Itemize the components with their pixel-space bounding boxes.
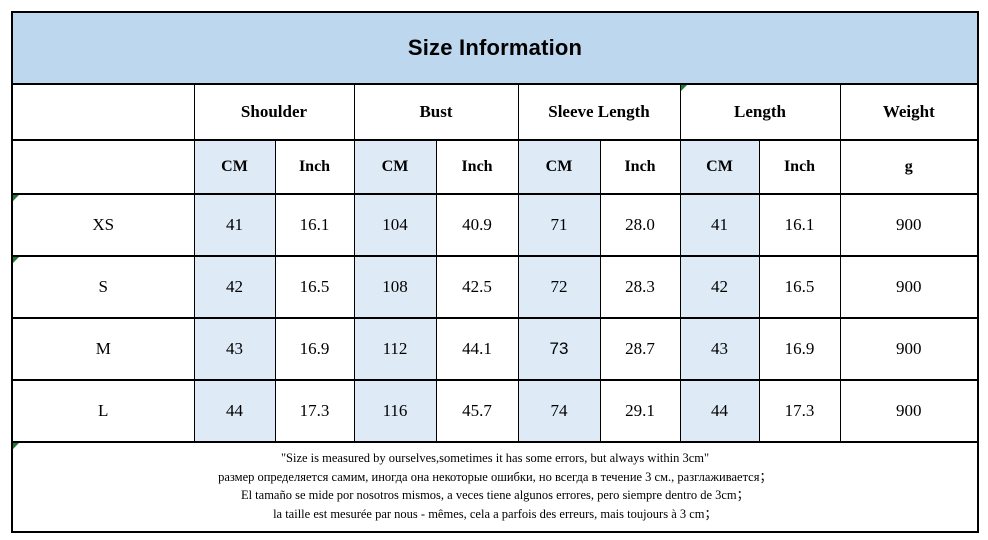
row-label-s: S [11,255,195,319]
value-cell: 104 [353,193,437,257]
row-label-text: S [98,277,108,296]
value-cell: 112 [353,317,437,381]
size-table: Size Information Shoulder Bust Sleeve Le… [11,11,980,533]
value-cell: 17.3 [758,379,841,443]
value-cell: 16.5 [274,255,355,319]
col-header-sleeve-length: Sleeve Length [517,83,681,141]
value-cell: 16.1 [758,193,841,257]
footer-note-line-en: "Size is measured by ourselves,sometimes… [280,451,710,465]
value-cell: 41 [679,193,760,257]
value-cell: 900 [839,255,979,319]
unit-cell-sleeve-inch: Inch [599,139,681,195]
col-header-bust: Bust [353,83,519,141]
col-header-shoulder: Shoulder [193,83,355,141]
value-cell: 44.1 [435,317,519,381]
value-cell: 40.9 [435,193,519,257]
value-cell: 29.1 [599,379,681,443]
value-cell: 42 [193,255,276,319]
unit-empty-cell [11,139,195,195]
value-cell: 43 [193,317,276,381]
title-row: Size Information [11,11,979,85]
footer-note-line-fr: la taille est mesurée par nous - mêmes, … [273,506,718,521]
value-cell: 16.9 [758,317,841,381]
value-cell: 108 [353,255,437,319]
value-cell: 44 [193,379,276,443]
table-row-m: M 43 16.9 112 44.1 73 28.7 43 16.9 900 [11,317,979,381]
table-row-l: L 44 17.3 116 45.7 74 29.1 44 17.3 900 [11,379,979,443]
corner-empty-cell [11,83,195,141]
unit-cell-weight-g: g [839,139,979,195]
page-title: Size Information [11,11,979,85]
value-cell: 17.3 [274,379,355,443]
measurement-note: "Size is measured by ourselves,sometimes… [11,441,979,533]
col-header-weight: Weight [839,83,979,141]
value-cell: 900 [839,193,979,257]
header-group-row: Shoulder Bust Sleeve Length Length Weigh… [11,83,979,141]
value-cell: 900 [839,317,979,381]
cell-flag-icon [681,86,687,91]
col-header-length: Length [679,83,841,141]
footer-row: "Size is measured by ourselves,sometimes… [11,441,979,533]
row-label-xs: XS [11,193,195,257]
value-cell: 44 [679,379,760,443]
col-header-length-label: Length [734,102,786,121]
value-cell: 73 [517,317,601,381]
header-unit-row: CM Inch CM Inch CM Inch CM Inch g [11,139,979,195]
value-cell: 41 [193,193,276,257]
unit-cell-sleeve-cm: CM [517,139,601,195]
value-cell: 116 [353,379,437,443]
value-cell: 28.3 [599,255,681,319]
cell-flag-icon [13,258,19,263]
footer-note-line-ru: размер определяется самим, иногда она не… [218,469,772,484]
value-cell: 16.9 [274,317,355,381]
value-cell: 72 [517,255,601,319]
unit-cell-shoulder-inch: Inch [274,139,355,195]
unit-cell-bust-cm: CM [353,139,437,195]
footer-note-line-es: El tamaño se mide por nosotros mismos, a… [240,488,750,502]
value-cell: 42.5 [435,255,519,319]
value-cell: 28.0 [599,193,681,257]
size-chart: Size Information Shoulder Bust Sleeve Le… [11,11,980,533]
cell-flag-icon [13,444,19,449]
row-label-m: M [11,317,195,381]
value-cell: 43 [679,317,760,381]
row-label-l: L [11,379,195,443]
row-label-text: XS [92,215,115,234]
value-cell: 42 [679,255,760,319]
value-cell: 16.5 [758,255,841,319]
value-cell: 45.7 [435,379,519,443]
unit-cell-length-cm: CM [679,139,760,195]
value-cell: 16.1 [274,193,355,257]
table-row-xs: XS 41 16.1 104 40.9 71 28.0 41 16.1 900 [11,193,979,257]
value-cell: 28.7 [599,317,681,381]
unit-cell-bust-inch: Inch [435,139,519,195]
table-row-s: S 42 16.5 108 42.5 72 28.3 42 16.5 900 [11,255,979,319]
value-cell: 74 [517,379,601,443]
value-cell: 900 [839,379,979,443]
unit-cell-shoulder-cm: CM [193,139,276,195]
cell-flag-icon [13,196,19,201]
unit-cell-length-inch: Inch [758,139,841,195]
value-cell: 71 [517,193,601,257]
